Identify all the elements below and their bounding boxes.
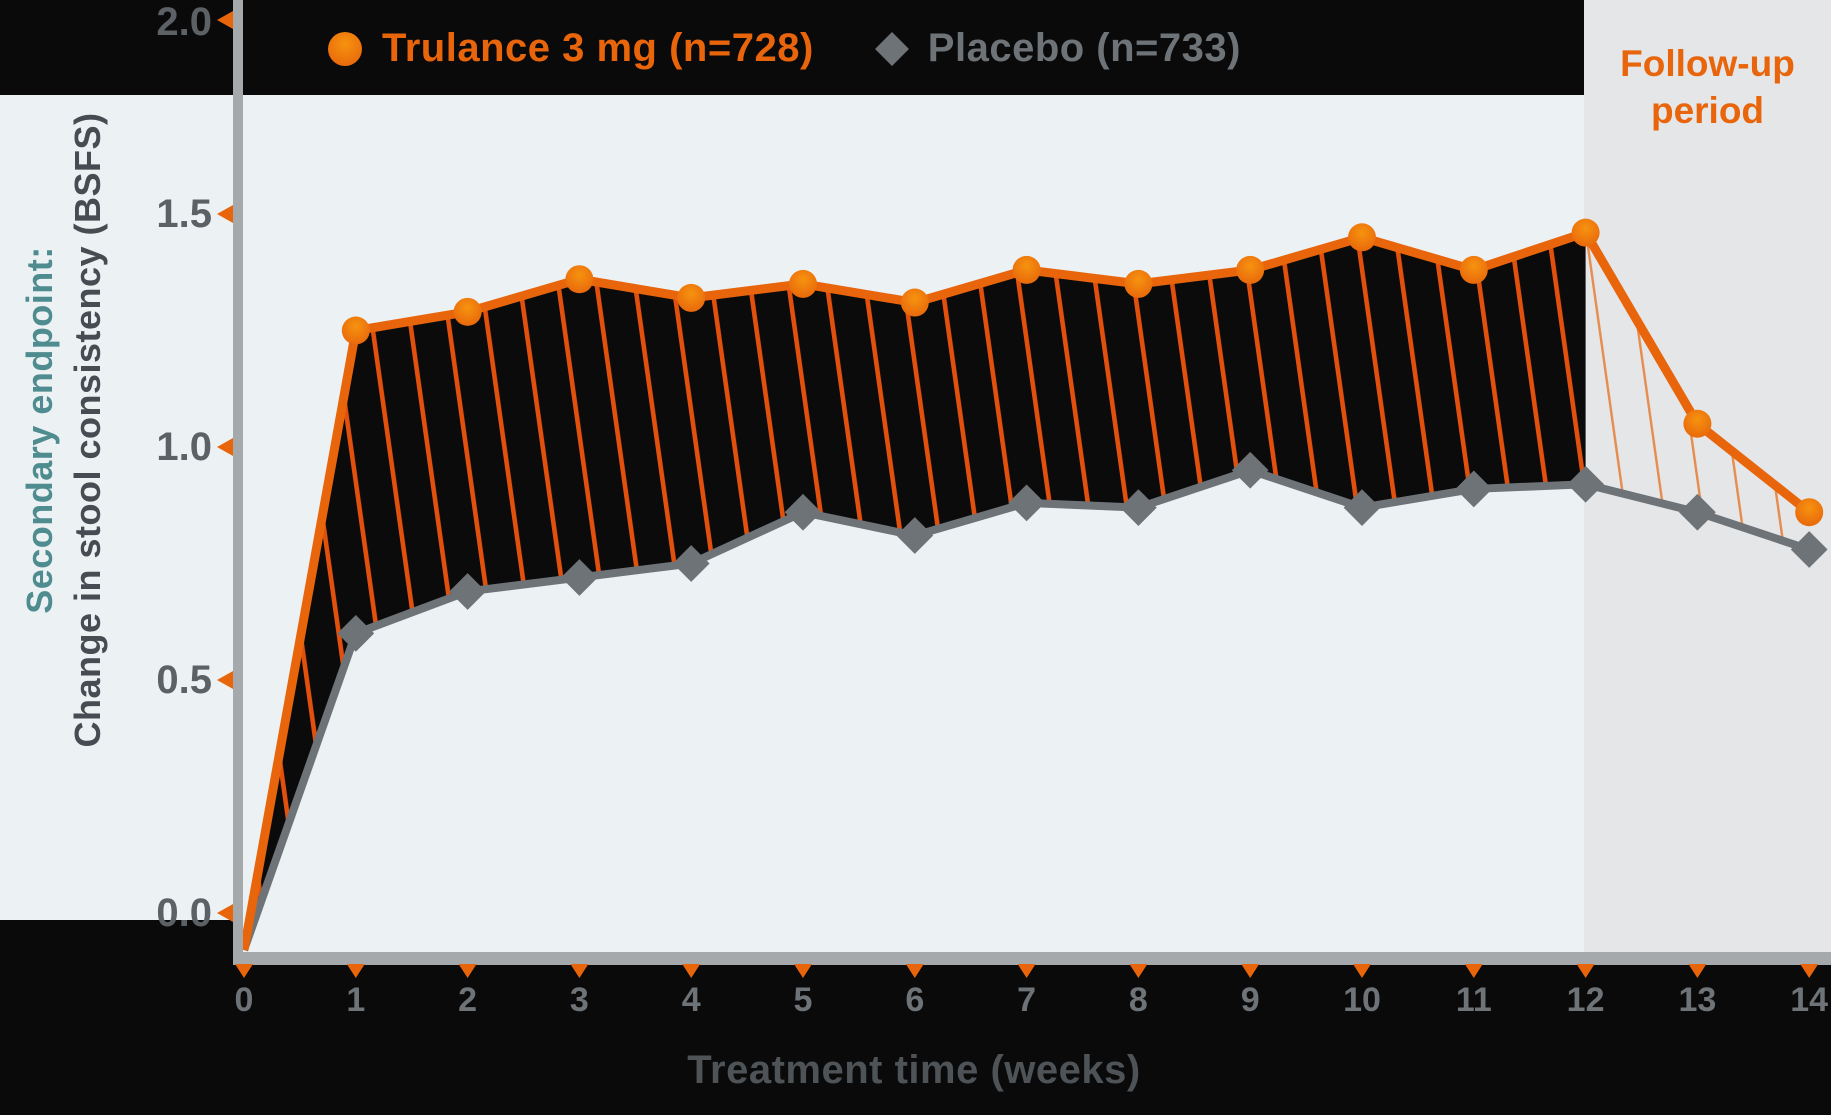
y-tick-label: 1.0 [156, 425, 212, 469]
x-tick-triangle-icon [346, 964, 365, 978]
x-tick-label: 10 [1343, 981, 1381, 1019]
placebo-marker [1455, 470, 1493, 508]
x-tick-label: 5 [793, 981, 813, 1019]
x-tick-label: 4 [681, 981, 701, 1019]
y-tick-label: 0.5 [156, 658, 212, 702]
trulance-marker [1124, 269, 1153, 298]
x-tick-label: 8 [1128, 981, 1148, 1019]
y-tick-label: 1.5 [156, 192, 212, 236]
placebo-diamond-icon [874, 31, 909, 66]
trulance-marker [1012, 255, 1041, 284]
trulance-marker [1348, 223, 1376, 252]
x-tick-label: 6 [905, 981, 925, 1019]
y-tick-triangle-icon [217, 438, 233, 456]
x-tick-triangle-icon [458, 964, 477, 978]
placebo-marker [784, 493, 822, 531]
y-tick-triangle-icon [217, 205, 233, 223]
trulance-marker [677, 283, 706, 312]
x-tick-label: 2 [458, 981, 478, 1019]
axis-tick-triangles [217, 11, 1819, 978]
y-tick-triangle-icon [217, 671, 233, 689]
trulance-marker [1683, 409, 1712, 438]
trulance-legend-label: Trulance 3 mg (n=728) [382, 26, 814, 70]
x-tick-triangle-icon [1576, 964, 1595, 978]
trulance-marker [565, 265, 594, 294]
trulance-marker [1571, 218, 1600, 247]
x-tick-label: 3 [569, 981, 589, 1019]
x-tick-triangle-icon [1800, 964, 1819, 978]
trulance-marker [1236, 255, 1265, 284]
x-tick-triangle-icon [1688, 964, 1707, 978]
placebo-marker [561, 559, 598, 596]
trulance-marker [341, 316, 370, 345]
x-tick-triangle-icon [794, 964, 812, 978]
x-axis-bar [233, 952, 1831, 965]
placebo-marker [337, 615, 375, 652]
y-tick-label: 2.0 [156, 0, 212, 44]
x-tick-triangle-icon [1464, 964, 1483, 978]
trulance-circle-icon [328, 31, 362, 66]
x-tick-triangle-icon [682, 964, 701, 978]
y-axis-label-strip [0, 95, 233, 920]
placebo-legend-label: Placebo (n=733) [927, 26, 1241, 70]
placebo-marker [1790, 531, 1828, 568]
legend-item-placebo: Placebo (n=733) [872, 26, 1241, 71]
x-tick-triangle-icon [570, 964, 589, 978]
y-axis-title-measure: Change in stool consistency (BSFS) [67, 112, 108, 748]
data-markers [337, 218, 1828, 652]
placebo-marker [672, 545, 710, 582]
placebo-marker [449, 573, 486, 610]
placebo-marker [1679, 493, 1716, 531]
trulance-marker [900, 288, 929, 317]
y-tick-triangle-icon [217, 11, 233, 29]
follow-up-line2: period [1650, 90, 1765, 132]
follow-up-period-label: Follow-up period [1584, 40, 1831, 135]
x-tick-label: 0 [234, 981, 254, 1019]
x-tick-label: 9 [1240, 981, 1260, 1019]
trulance-marker [1459, 255, 1488, 284]
y-axis-title-endpoint: Secondary endpoint: [19, 246, 60, 614]
x-tick-triangle-icon [1241, 964, 1260, 978]
trulance-marker [789, 269, 817, 298]
x-tick-triangle-icon [905, 964, 924, 978]
hatched-difference-area [244, 232, 1586, 950]
legend-item-trulance: Trulance 3 mg (n=728) [328, 26, 814, 71]
x-axis-title: Treatment time (weeks) [687, 1048, 1141, 1092]
x-tick-label: 13 [1678, 981, 1717, 1019]
x-tick-label: 1 [346, 981, 366, 1019]
x-tick-label: 14 [1790, 981, 1829, 1019]
x-tick-triangle-icon [1129, 964, 1148, 978]
y-axis-title: Secondary endpoint: Change in stool cons… [16, 0, 112, 870]
x-tick-label: 7 [1017, 981, 1037, 1019]
placebo-marker [896, 517, 934, 554]
x-tick-triangle-icon [1017, 964, 1036, 978]
placebo-marker [1008, 484, 1045, 522]
difference-hatch-band [244, 232, 1586, 950]
x-tick-label: 11 [1455, 981, 1492, 1019]
x-tick-triangle-icon [235, 964, 253, 978]
y-tick-label: 0.0 [156, 891, 212, 935]
placebo-marker [1567, 465, 1604, 503]
placebo-marker [1231, 451, 1269, 489]
y-axis-bar [233, 0, 243, 965]
legend: Trulance 3 mg (n=728) Placebo (n=733) [244, 0, 1584, 97]
x-tick-triangle-icon [1353, 964, 1371, 978]
trulance-marker [1795, 498, 1824, 527]
y-tick-triangle-icon [217, 904, 233, 922]
follow-up-line1: Follow-up [1620, 43, 1795, 84]
x-tick-label: 12 [1566, 981, 1605, 1019]
trulance-marker [453, 297, 482, 326]
